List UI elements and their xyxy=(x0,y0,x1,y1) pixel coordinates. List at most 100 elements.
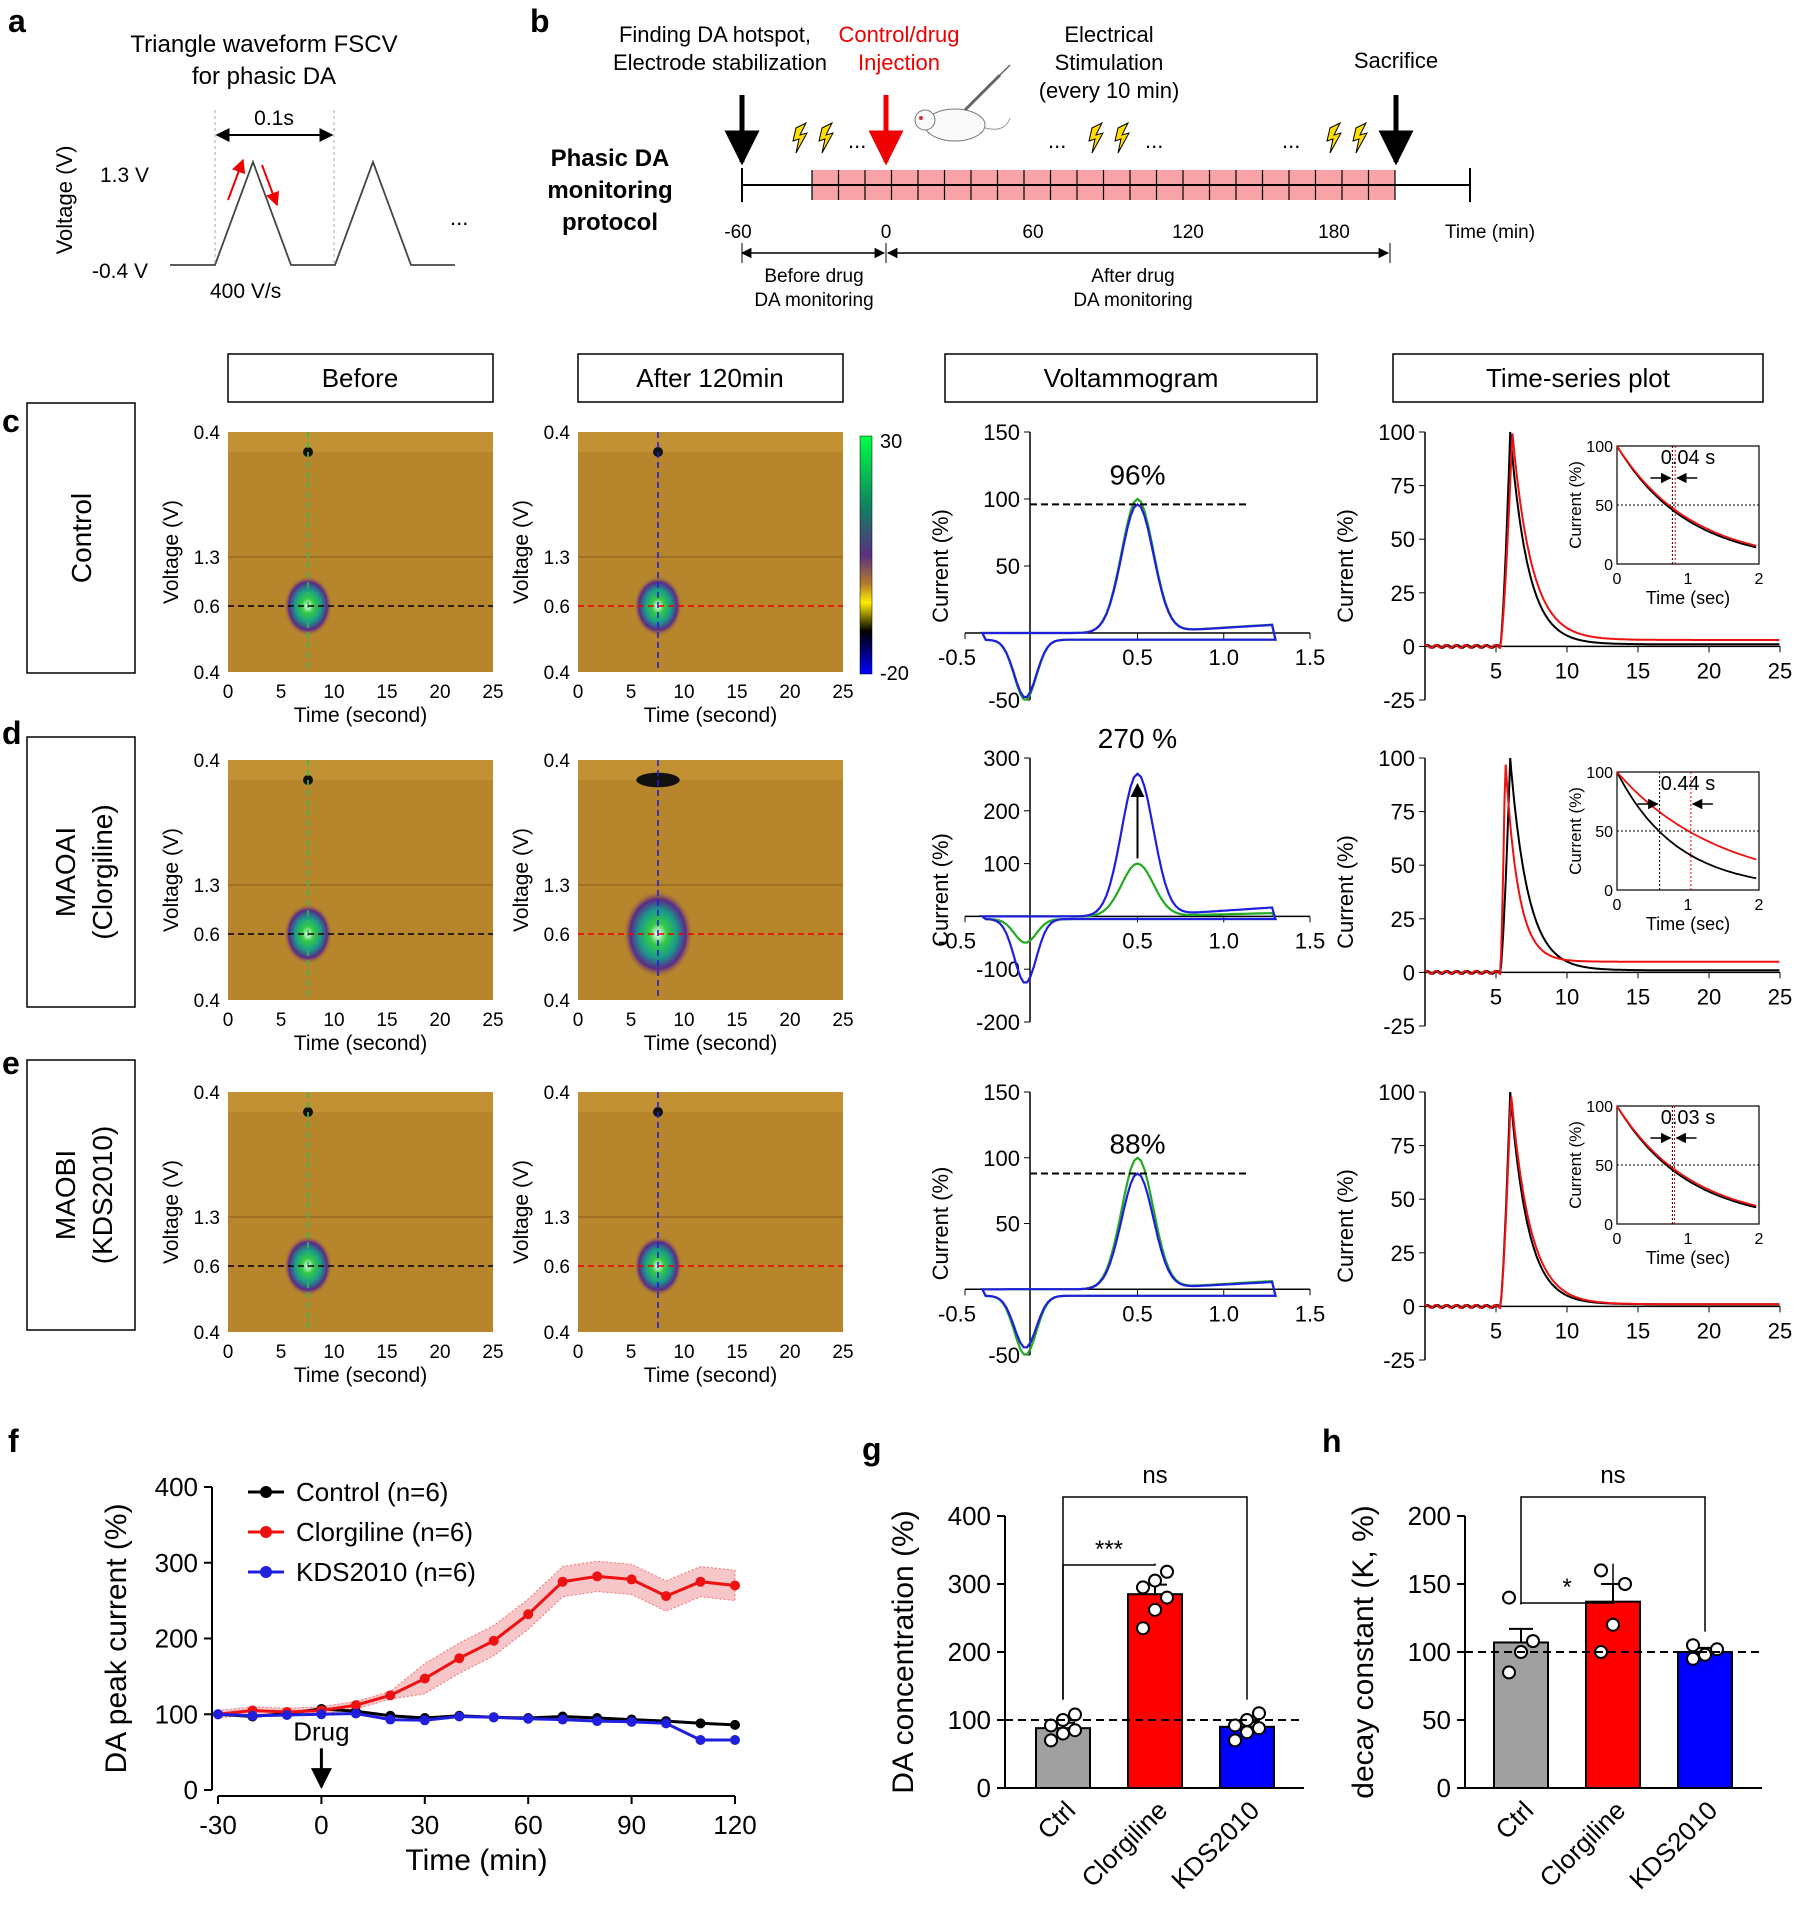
f-xtick: 120 xyxy=(713,1810,756,1840)
row-label-maobi-2: (KDS2010) xyxy=(87,1126,118,1265)
voltammogram-ytick: 100 xyxy=(983,487,1020,512)
dots-2: ... xyxy=(1048,128,1066,153)
bar-data-point xyxy=(1606,1617,1620,1632)
colorplot-ytick: 1.3 xyxy=(194,548,220,569)
bar-category-label: Ctrl xyxy=(1489,1795,1539,1845)
voltammogram-ytick: 50 xyxy=(996,1212,1020,1237)
lightning-icon xyxy=(792,121,1369,154)
f-data-point xyxy=(488,1712,499,1723)
voltammogram-2: 150 100 50 -50 -0.5 0.5 1.0 1.5 Current (%) 88% xyxy=(928,1080,1325,1368)
colorplot-xtick: 10 xyxy=(323,682,344,703)
colorplot-xtick: 15 xyxy=(376,1010,397,1031)
inset-xtick: 2 xyxy=(1755,1231,1764,1248)
panel-label-f: f xyxy=(8,1423,19,1459)
f-data-point xyxy=(730,1580,740,1591)
colorplot-ytick: 0.4 xyxy=(194,663,221,684)
timeseries-ytick: 100 xyxy=(1378,1080,1415,1105)
voltammogram-ytick: 150 xyxy=(983,420,1020,445)
f-data-point xyxy=(730,1735,740,1746)
timeseries-ytick: -25 xyxy=(1383,688,1415,713)
timeseries-xtick: 10 xyxy=(1555,984,1579,1009)
colorplot-xtick: 5 xyxy=(276,682,287,703)
colorplot-band xyxy=(578,432,843,452)
panel-a-period: 0.1s xyxy=(254,107,294,130)
bar-sig-label-2: ns xyxy=(1142,1462,1167,1489)
voltammogram-annotation: 88% xyxy=(1109,1129,1165,1160)
bar-category-label: KDS2010 xyxy=(1623,1795,1723,1895)
timeseries-ytick: 75 xyxy=(1391,1134,1415,1159)
colorplot-xtick: 0 xyxy=(223,682,234,703)
timeseries-xtick: 20 xyxy=(1697,658,1721,683)
sacrifice-label: Sacrifice xyxy=(1354,48,1438,73)
colorbar-min: -20 xyxy=(880,663,909,685)
colorplot-background xyxy=(228,1092,493,1332)
voltammogram-xtick: -0.5 xyxy=(938,928,976,953)
panel-a-v-low: -0.4 V xyxy=(92,260,148,283)
inset-ytick: 50 xyxy=(1595,824,1613,841)
bar-ytick: 400 xyxy=(948,1501,991,1531)
inset-curve-after xyxy=(1616,771,1757,861)
colorplot-ytick: 0.6 xyxy=(194,597,220,618)
colorplot-background xyxy=(228,760,493,1000)
panel-label-h: h xyxy=(1322,1423,1342,1459)
colorplot-ytick: 0.4 xyxy=(544,1083,571,1104)
colorplot-xlabel: Time (second) xyxy=(644,1364,777,1387)
colorplot-xtick: 20 xyxy=(779,1010,800,1031)
bar-data-point xyxy=(1136,1621,1150,1636)
inset-xlabel: Time (sec) xyxy=(1646,588,1730,608)
voltammogram-curve-after-120min xyxy=(980,1172,1277,1349)
inset-decay-diff: 0.03 s xyxy=(1661,1107,1715,1129)
inset-ytick: 50 xyxy=(1595,498,1613,515)
colorplot-xtick: 5 xyxy=(626,682,637,703)
voltammogram-annotation: 96% xyxy=(1109,459,1165,490)
colorplot-xtick: 20 xyxy=(779,682,800,703)
colorplot-xtick: 0 xyxy=(573,1342,584,1363)
voltammogram-ytick: -200 xyxy=(976,1010,1020,1035)
colorplot-ylabel: Voltage (V) xyxy=(160,828,183,932)
timeseries-ytick: 0 xyxy=(1403,960,1415,985)
colorplot-ytick: 0.4 xyxy=(544,1323,571,1344)
timeseries-ytick: -25 xyxy=(1383,1348,1415,1373)
inset-xtick: 0 xyxy=(1613,571,1622,588)
voltammogram-ytick: 100 xyxy=(983,1146,1020,1171)
panel-h-chart: 0 50 100 150 200 decay constant (K, %) CtrlClo… xyxy=(1347,1462,1762,1895)
colorplot-xtick: 10 xyxy=(673,1342,694,1363)
bar-data-point xyxy=(1252,1706,1266,1721)
timeseries-xtick: 25 xyxy=(1768,658,1792,683)
f-data-point xyxy=(626,1574,637,1585)
panel-label-e: e xyxy=(2,1045,20,1081)
f-xtick: -30 xyxy=(199,1810,237,1840)
colorplot-xtick: 0 xyxy=(223,1342,234,1363)
voltammogram-ytick: -50 xyxy=(988,1343,1020,1368)
scan-down-arrow xyxy=(261,164,280,207)
colorplot-background xyxy=(578,432,843,672)
f-data-point xyxy=(350,1700,361,1711)
colorplot-xtick: 0 xyxy=(223,1010,234,1031)
f-data-point xyxy=(523,1713,534,1724)
f-data-point xyxy=(592,1571,603,1582)
bar-data-point xyxy=(1068,1723,1082,1738)
bar-data-point xyxy=(1228,1718,1242,1733)
timeseries-ytick: 50 xyxy=(1391,1187,1415,1212)
voltammogram-ytick: -50 xyxy=(988,688,1020,713)
bar-data-point xyxy=(1698,1647,1712,1662)
inset-xtick: 1 xyxy=(1684,1231,1693,1248)
timeseries-ytick: -25 xyxy=(1383,1014,1415,1039)
panel-label-g: g xyxy=(862,1431,882,1467)
colorplot-ytick: 0.4 xyxy=(194,751,221,772)
colorplot-xtick: 0 xyxy=(573,682,584,703)
bar-ytick: 200 xyxy=(948,1637,991,1667)
dots-3: ... xyxy=(1145,128,1163,153)
f-legend-label: Control (n=6) xyxy=(296,1477,448,1507)
row-label-control: Control xyxy=(26,402,136,674)
f-legend-marker xyxy=(260,1486,272,1498)
bar-ytick: 50 xyxy=(1422,1705,1451,1735)
colorplot-ytick: 0.4 xyxy=(194,423,221,444)
voltammogram-annotation: 270 % xyxy=(1098,723,1177,754)
colorplot-xtick: 20 xyxy=(429,682,450,703)
colorplot-ytick: 0.6 xyxy=(194,1257,220,1278)
bar-data-point xyxy=(1228,1733,1242,1748)
